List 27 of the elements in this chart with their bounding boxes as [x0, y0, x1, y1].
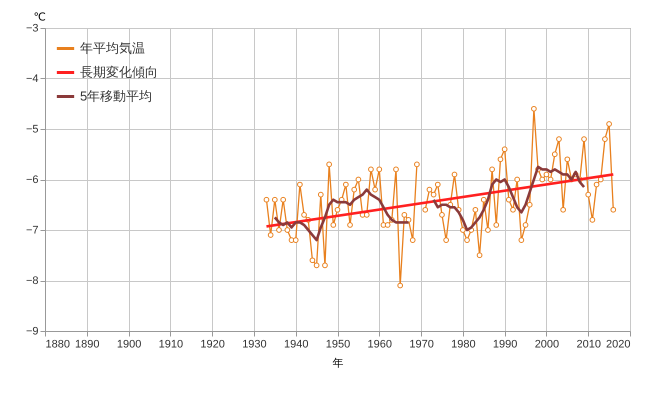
y-tick-label: −6: [26, 174, 38, 186]
x-tick-label: 1980: [451, 338, 476, 350]
legend-label: 5年移動平均: [80, 88, 152, 104]
x-tick-label: 1990: [492, 338, 518, 350]
x-tick-label: 1880: [46, 338, 70, 350]
y-tick-label: −3: [26, 22, 38, 34]
x-tick-label: 1930: [242, 338, 267, 350]
y-tick-label: −9: [26, 326, 38, 338]
x-tick-label: 1920: [200, 338, 225, 350]
y-tick-label: −8: [26, 275, 38, 287]
x-tick-label: 2000: [534, 338, 560, 350]
legend-label: 年平均気温: [80, 40, 145, 56]
y-tick-label: −4: [26, 73, 38, 85]
x-tick-label: 2010: [576, 338, 601, 350]
x-tick-label: 2020: [606, 338, 630, 350]
y-axis-title: ℃: [34, 12, 46, 24]
x-tick-label: 1940: [284, 338, 308, 350]
y-tick-label: −7: [26, 224, 38, 236]
x-tick-label: 1970: [409, 338, 434, 350]
x-tick-label: 1890: [75, 338, 100, 350]
x-axis-title: 年: [332, 358, 344, 370]
x-tick-label: 1960: [368, 338, 392, 350]
x-tick-label: 1910: [158, 338, 184, 350]
x-tick-label: 1950: [326, 338, 350, 350]
x-tick-label: 1900: [116, 338, 142, 350]
y-tick-label: −5: [26, 124, 38, 136]
legend-label: 長期変化傾向: [80, 64, 158, 80]
